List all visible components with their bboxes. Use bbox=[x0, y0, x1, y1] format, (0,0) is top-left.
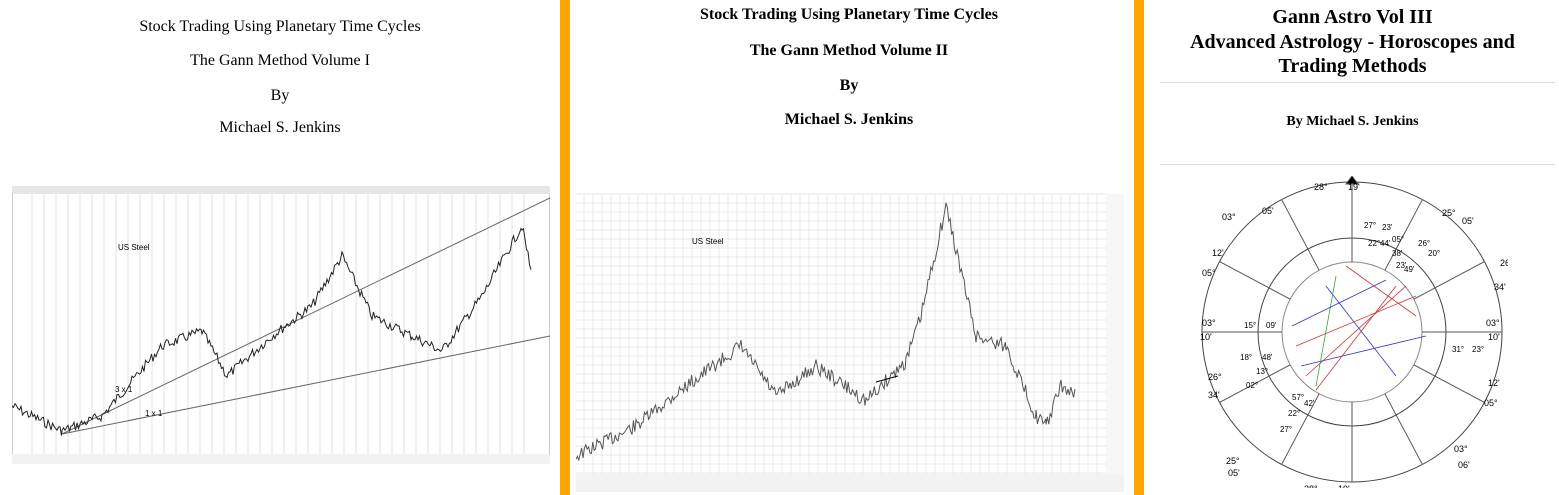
wheel-degree-label: 25° bbox=[1226, 456, 1240, 466]
wheel-planet-label: 48' bbox=[1262, 353, 1273, 362]
wheel-degree-label: 28° bbox=[1304, 484, 1318, 488]
cover1-annotation-1x1: 1 x 1 bbox=[145, 409, 163, 418]
wheel-degree-label: 10' bbox=[1488, 332, 1500, 342]
horoscope-wheel: 28° 19' 05' 03° 25° 05' 12' 05° 26° 34' 03° 10' 03° 1… bbox=[1200, 176, 1508, 488]
wheel-planet-label: 13° bbox=[1256, 367, 1268, 376]
wheel-degree-label: 05' bbox=[1228, 468, 1240, 478]
wheel-degree-label: 28° bbox=[1314, 182, 1328, 192]
wheel-degree-label: 05' bbox=[1262, 206, 1274, 216]
cover1-author: Michael S. Jenkins bbox=[219, 119, 341, 136]
cover3-title-line2: Advanced Astrology - Horoscopes and bbox=[1190, 31, 1515, 53]
wheel-planet-label: 23' bbox=[1382, 223, 1393, 232]
wheel-planet-label: 44' bbox=[1380, 239, 1391, 248]
wheel-degree-label: 34' bbox=[1208, 390, 1220, 400]
wheel-planet-label: 49' bbox=[1404, 265, 1415, 274]
cover2-title-line1: Stock Trading Using Planetary Time Cycle… bbox=[700, 6, 998, 23]
wheel-degree-label: 12' bbox=[1212, 248, 1224, 258]
cover2-chart-label: US Steel bbox=[692, 237, 724, 246]
wheel-degree-label: 06' bbox=[1458, 460, 1470, 470]
wheel-degree-label: 26° bbox=[1500, 258, 1508, 268]
wheel-planet-label: 05° bbox=[1392, 235, 1404, 244]
wheel-planet-label: 20° bbox=[1428, 249, 1440, 258]
wheel-planet-label: 27° bbox=[1280, 425, 1292, 434]
wheel-degree-label: 12' bbox=[1488, 378, 1500, 388]
cover2-author: Michael S. Jenkins bbox=[784, 111, 914, 128]
wheel-degree-label: 03° bbox=[1486, 318, 1500, 328]
wheel-planet-label: 23° bbox=[1472, 345, 1484, 354]
cover2-by: By bbox=[839, 77, 859, 94]
divider-right bbox=[1134, 0, 1144, 495]
cover3-rule-bottom bbox=[1160, 164, 1555, 165]
cover1-title-line1: Stock Trading Using Planetary Time Cycle… bbox=[139, 18, 421, 35]
wheel-degree-label: 05° bbox=[1202, 268, 1216, 278]
wheel-degree-label: 03° bbox=[1202, 318, 1216, 328]
wheel-planet-label: 38' bbox=[1392, 249, 1403, 258]
cover1-chart-label: US Steel bbox=[118, 243, 150, 252]
cover-volume-1[interactable]: Stock Trading Using Planetary Time Cycle… bbox=[0, 0, 560, 495]
wheel-planet-label: 22° bbox=[1368, 239, 1380, 248]
wheel-degree-label: 26° bbox=[1208, 372, 1222, 382]
cover2-title-line2: The Gann Method Volume II bbox=[749, 42, 949, 59]
cover1-by: By bbox=[270, 87, 290, 104]
wheel-planet-label: 57° bbox=[1292, 393, 1304, 402]
wheel-degree-label: 19' bbox=[1348, 182, 1360, 192]
cover-volume-3[interactable]: Gann Astro Vol III Advanced Astrology - … bbox=[1146, 0, 1559, 495]
wheel-degree-label: 05' bbox=[1462, 216, 1474, 226]
divider-left bbox=[560, 0, 570, 495]
cover2-price-chart: US Steel bbox=[576, 186, 1124, 492]
wheel-degree-label: 05° bbox=[1484, 398, 1498, 408]
cover1-price-chart: US Steel 3 x 1 1 x 1 bbox=[12, 186, 550, 464]
wheel-planet-label: 23' bbox=[1396, 261, 1407, 270]
wheel-planet-label: 27° bbox=[1364, 221, 1376, 230]
wheel-planet-label: 09' bbox=[1266, 321, 1277, 330]
cover1-title-line2: The Gann Method Volume I bbox=[190, 52, 370, 69]
wheel-degree-label: 34' bbox=[1494, 282, 1506, 292]
wheel-planet-label: 42' bbox=[1304, 399, 1315, 408]
wheel-planet-label: 18° bbox=[1240, 353, 1252, 362]
wheel-planet-label: 15° bbox=[1244, 321, 1256, 330]
wheel-degree-label: 19' bbox=[1338, 484, 1350, 488]
cover3-title-line1: Gann Astro Vol III bbox=[1272, 6, 1433, 28]
wheel-planet-label: 31° bbox=[1452, 345, 1464, 354]
wheel-degree-label: 03° bbox=[1454, 444, 1468, 454]
wheel-planet-label: 02° bbox=[1246, 381, 1258, 390]
wheel-planet-label: 22° bbox=[1288, 409, 1300, 418]
wheel-planet-label: 26° bbox=[1418, 239, 1430, 248]
cover3-author: By Michael S. Jenkins bbox=[1286, 114, 1419, 129]
wheel-degree-label: 03° bbox=[1222, 212, 1236, 222]
wheel-degree-label: 10' bbox=[1200, 332, 1212, 342]
cover1-annotation-3x1: 3 x 1 bbox=[115, 385, 133, 394]
cover3-rule-top bbox=[1160, 82, 1555, 83]
cover-volume-2[interactable]: Stock Trading Using Planetary Time Cycle… bbox=[570, 0, 1128, 495]
wheel-degree-label: 25° bbox=[1442, 208, 1456, 218]
cover3-title-line3: Trading Methods bbox=[1278, 55, 1427, 77]
